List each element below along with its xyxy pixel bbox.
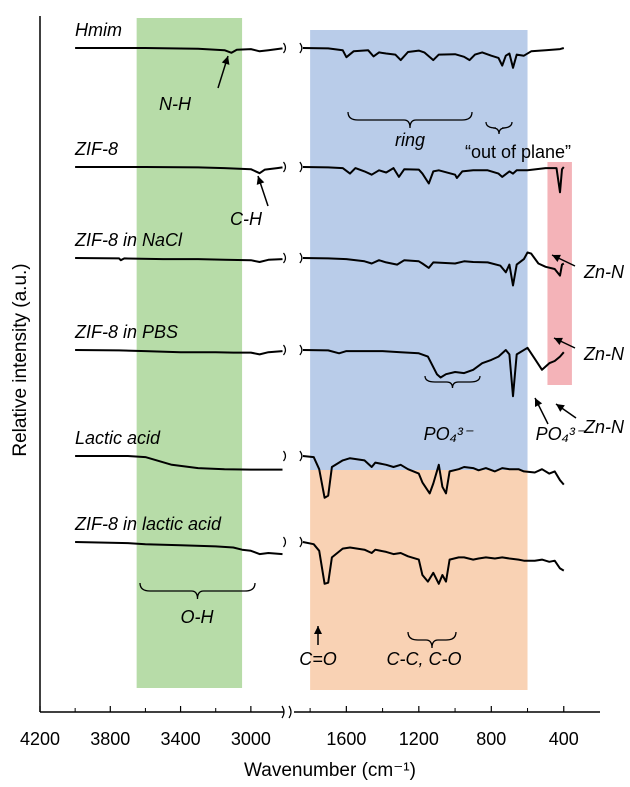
annotation-label: PO₄³⁻	[536, 424, 586, 444]
annotation-label: N-H	[159, 94, 192, 114]
region-band	[310, 470, 528, 690]
annotation-label: “out of plane”	[465, 142, 571, 162]
arrow-head	[256, 176, 265, 185]
region-band	[310, 30, 528, 470]
arrow-head	[554, 337, 563, 346]
o-h-brace	[139, 582, 256, 600]
x-tick-label: 3000	[231, 729, 271, 749]
annotation-label: PO₄³⁻	[424, 424, 474, 444]
series-label: ZIF-8 in NaCl	[74, 230, 183, 250]
spectrum-line-right	[302, 455, 565, 499]
spectrum: Lactic acid	[75, 428, 565, 499]
y-axis-label: Relative intensity (a.u.)	[10, 263, 31, 456]
series-label: Hmim	[75, 20, 122, 40]
axes	[39, 16, 600, 719]
spectrum-line-left	[75, 349, 283, 356]
arrow-head	[556, 404, 565, 412]
spectrum-line-right	[302, 47, 565, 69]
spectrum-line-left	[75, 166, 283, 175]
annotation-label: O-H	[181, 607, 215, 627]
spectrum-line-left	[75, 257, 283, 263]
spectrum-line-right	[302, 346, 565, 398]
annotation-label: Zn-N	[583, 262, 625, 282]
shaded-regions	[136, 18, 572, 690]
annotation-label: Zn-N	[583, 417, 625, 437]
c-c-c-o-brace	[407, 631, 457, 649]
spectrum: Hmim	[75, 20, 565, 69]
arrow-head	[314, 626, 322, 634]
annotation-label: C=O	[299, 649, 337, 669]
spectrum-break	[283, 161, 303, 173]
series-label: ZIF-8 in lactic acid	[74, 514, 222, 534]
spectrum-line-left	[75, 47, 283, 54]
x-tick-label: 800	[476, 729, 506, 749]
series-label: ZIF-8 in PBS	[74, 322, 178, 342]
series-label: Lactic acid	[75, 428, 161, 448]
annotation-label: C-H	[230, 209, 263, 229]
spectrum: ZIF-8 in lactic acid	[74, 514, 565, 585]
spectrum-line-right	[302, 251, 565, 287]
spectrum: ZIF-8	[74, 139, 565, 194]
spectrum-break	[283, 252, 303, 264]
out-of-plane-brace	[485, 121, 513, 135]
x-tick-label: 3400	[161, 729, 201, 749]
annotation-label: C-C, C-O	[387, 649, 462, 669]
spectrum-line-left	[75, 455, 283, 471]
spectrum-line-left	[75, 541, 283, 556]
arrow-head	[221, 56, 230, 65]
x-tick-label: 1600	[326, 729, 366, 749]
arrow-head	[552, 254, 561, 263]
x-tick-label: 400	[549, 729, 579, 749]
x-tick-label: 3800	[90, 729, 130, 749]
spectrum-break	[283, 536, 303, 548]
arrow-head	[535, 398, 543, 407]
x-tick-label: 4200	[20, 729, 60, 749]
series-label: ZIF-8	[74, 139, 118, 159]
annotation-label: Zn-N	[583, 344, 625, 364]
spectra: Hmim ZIF-8 ZIF-8 in NaCl ZIF-8 in PBS Lactic…	[74, 20, 565, 585]
annotation-label: ring	[395, 130, 425, 150]
po4-brace	[424, 375, 481, 389]
spectrum-break	[283, 42, 303, 54]
ring-brace	[347, 111, 473, 129]
axis-break	[281, 705, 292, 719]
spectrum-line-right	[302, 541, 565, 585]
spectrum-break	[283, 344, 303, 356]
x-tick-label: 1200	[399, 729, 439, 749]
spectrum: ZIF-8 in NaCl	[74, 230, 565, 287]
x-tick-labels: 4200 3800 3400 3000 1600 1200 800 400	[20, 706, 579, 749]
spectrum-break	[283, 450, 303, 462]
spectrum: ZIF-8 in PBS	[74, 322, 565, 398]
x-axis-label: Wavenumber (cm⁻¹)	[244, 760, 416, 781]
spectrum-line-right	[302, 166, 565, 194]
